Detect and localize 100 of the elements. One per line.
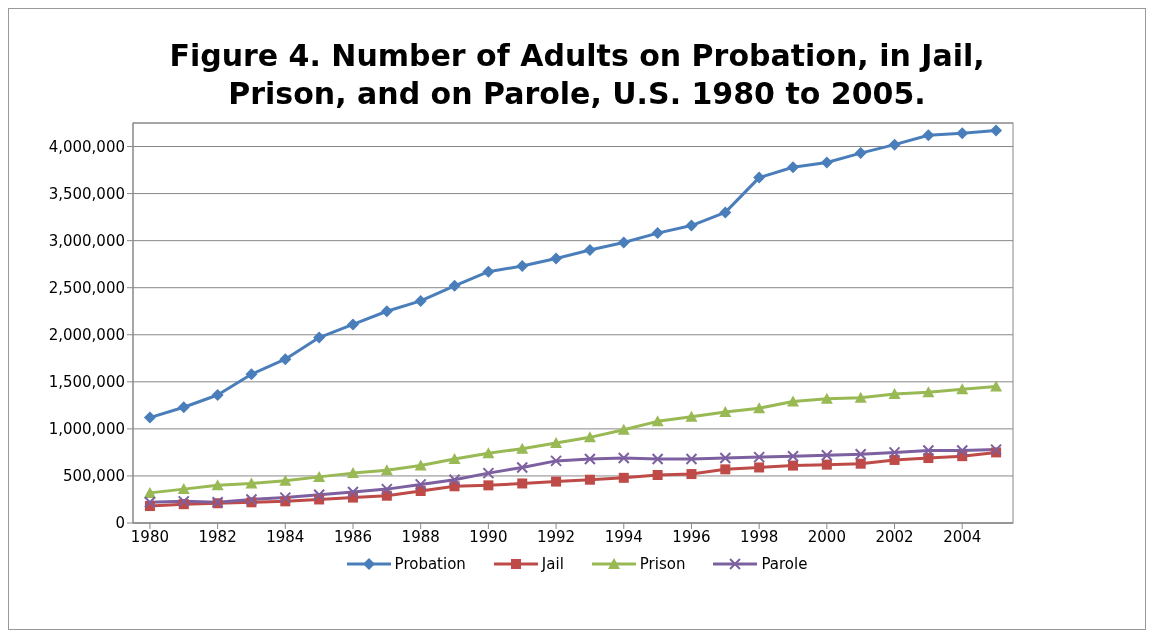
point xyxy=(956,383,969,395)
point xyxy=(617,452,630,465)
point xyxy=(854,448,867,461)
point xyxy=(516,260,529,273)
y-tick-label: 3,500,000 xyxy=(48,184,125,203)
point xyxy=(583,453,596,465)
point xyxy=(177,495,190,508)
point xyxy=(143,486,156,498)
point xyxy=(583,431,596,443)
x-tick-label: 1992 xyxy=(536,527,576,546)
point xyxy=(652,470,663,480)
point xyxy=(516,461,529,474)
point xyxy=(414,478,427,491)
point xyxy=(279,491,292,504)
point xyxy=(888,388,901,400)
legend-label: Jail xyxy=(541,555,564,573)
point xyxy=(482,467,495,480)
point xyxy=(651,227,664,240)
point xyxy=(820,156,833,169)
point xyxy=(550,454,563,467)
x-tick-label: 2002 xyxy=(875,527,914,546)
x-tick-label: 1982 xyxy=(198,527,237,546)
point xyxy=(854,147,867,160)
point xyxy=(753,171,766,184)
point xyxy=(922,444,935,457)
y-tick-label: 1,000,000 xyxy=(48,420,125,439)
x-tick-label: 2004 xyxy=(943,527,982,546)
point xyxy=(177,483,190,495)
point xyxy=(754,462,765,473)
point xyxy=(956,127,969,140)
point xyxy=(550,252,563,265)
x-tick-label: 1994 xyxy=(604,527,643,546)
point xyxy=(618,472,629,483)
point xyxy=(448,473,461,486)
point xyxy=(380,305,393,318)
y-tick-label: 3,000,000 xyxy=(48,231,125,250)
point xyxy=(854,391,867,403)
point xyxy=(787,395,799,407)
point xyxy=(482,447,495,459)
point xyxy=(719,452,732,465)
point xyxy=(143,496,156,509)
point xyxy=(685,219,698,232)
point xyxy=(753,451,766,464)
point xyxy=(820,449,833,462)
y-tick-label: 2,000,000 xyxy=(48,326,125,345)
point xyxy=(990,124,1003,137)
point xyxy=(584,474,595,485)
point xyxy=(143,411,156,424)
x-tick-label: 1998 xyxy=(740,527,779,546)
x-tick-label: 1996 xyxy=(672,527,711,546)
legend-label: Probation xyxy=(394,555,466,573)
point xyxy=(855,458,866,469)
point xyxy=(550,437,563,448)
point xyxy=(279,353,292,366)
point xyxy=(651,415,664,427)
point xyxy=(583,244,596,257)
point xyxy=(414,294,427,307)
point xyxy=(380,464,393,476)
point xyxy=(686,469,697,480)
point xyxy=(990,443,1003,456)
point xyxy=(313,488,326,501)
point xyxy=(177,401,190,414)
point xyxy=(347,467,359,479)
point xyxy=(483,480,494,491)
point xyxy=(551,476,562,487)
point xyxy=(313,331,326,344)
x-tick-label: 1984 xyxy=(266,527,305,546)
point xyxy=(651,453,664,465)
point xyxy=(448,453,461,464)
point xyxy=(482,265,495,278)
point xyxy=(787,450,799,463)
point xyxy=(617,236,630,249)
point xyxy=(516,442,529,454)
point xyxy=(788,460,798,471)
point xyxy=(821,459,832,470)
point xyxy=(245,493,258,506)
point xyxy=(279,474,292,486)
point xyxy=(753,402,766,414)
point xyxy=(517,478,528,489)
x-tick-label: 2000 xyxy=(807,527,846,546)
point xyxy=(313,470,326,482)
point xyxy=(245,368,258,381)
point xyxy=(888,446,901,459)
point xyxy=(719,206,732,219)
point xyxy=(888,138,901,151)
point xyxy=(787,161,799,174)
point xyxy=(922,386,935,398)
point xyxy=(347,318,359,331)
point xyxy=(414,459,427,471)
point xyxy=(990,380,1003,392)
point xyxy=(956,444,969,457)
point xyxy=(448,279,461,292)
legend-label: Parole xyxy=(761,555,808,573)
y-tick-label: 500,000 xyxy=(62,467,125,486)
y-tick-label: 0 xyxy=(115,514,125,533)
point xyxy=(922,129,935,142)
point xyxy=(720,464,731,475)
y-tick-label: 2,500,000 xyxy=(48,279,125,298)
x-tick-label: 1988 xyxy=(401,527,440,546)
point xyxy=(617,423,630,435)
